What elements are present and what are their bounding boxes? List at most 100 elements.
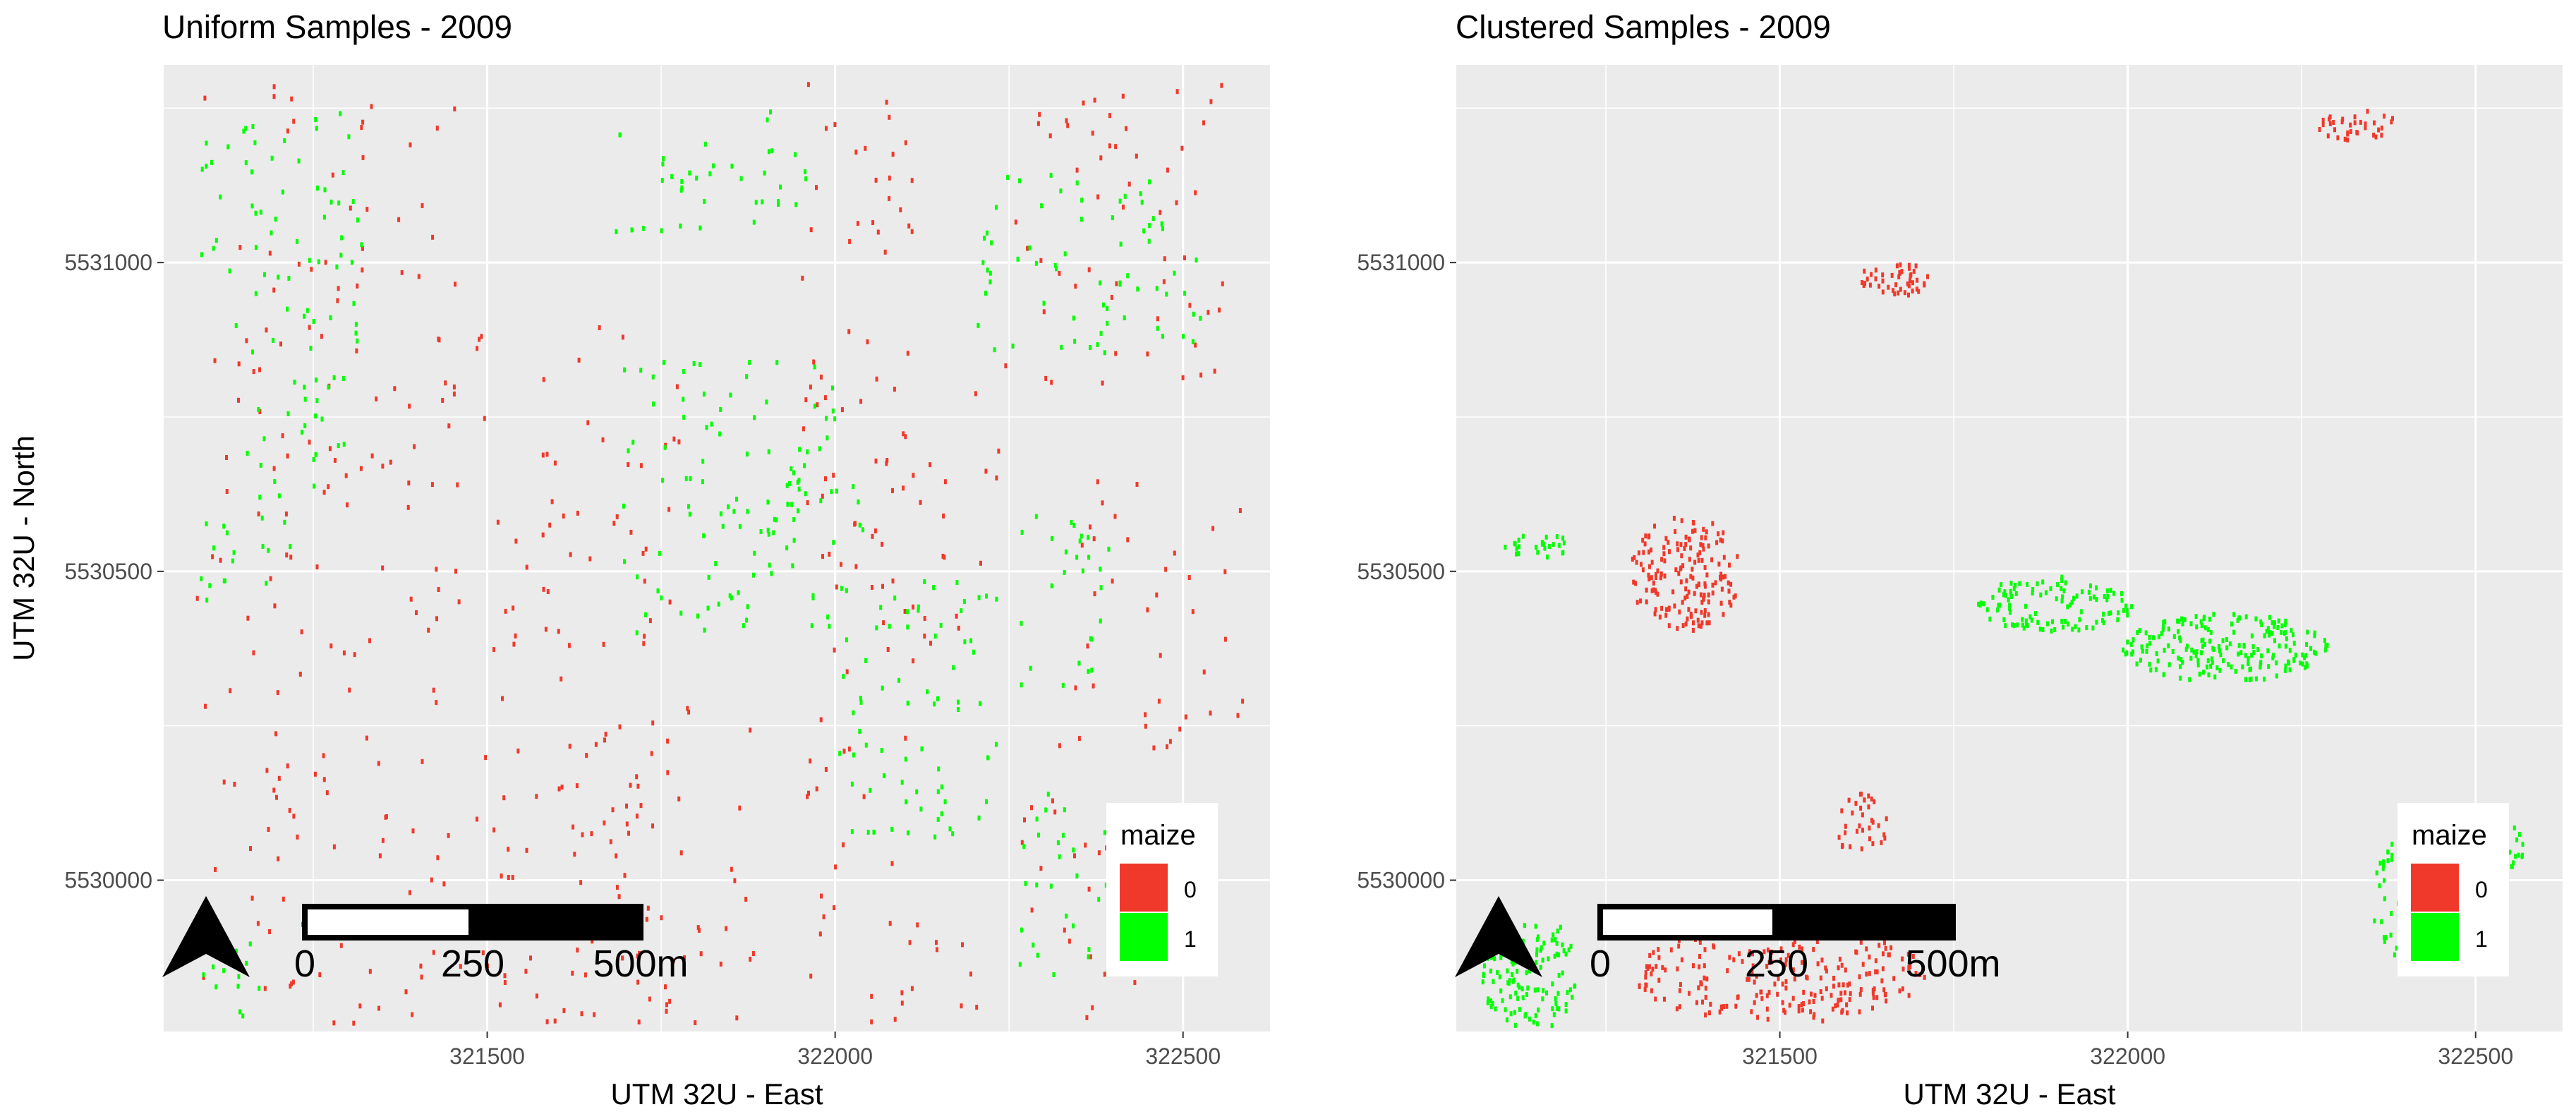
sample-point-class-0 (268, 929, 271, 934)
sample-point-class-0 (1087, 886, 1091, 892)
sample-point-class-1 (2109, 610, 2112, 616)
sample-point-class-1 (254, 210, 258, 216)
sample-point-class-0 (1113, 514, 1117, 519)
sample-point-class-0 (1647, 576, 1651, 582)
sample-point-class-0 (436, 855, 440, 861)
sample-point-class-0 (864, 145, 867, 151)
sample-point-class-0 (1036, 121, 1040, 126)
sample-point-class-0 (1868, 954, 1871, 960)
sample-point-class-0 (1691, 575, 1695, 581)
sample-point-class-1 (1053, 262, 1057, 268)
sample-point-class-0 (413, 444, 416, 449)
data-points (195, 82, 1245, 1026)
sample-point-class-0 (733, 878, 737, 883)
sample-point-class-1 (766, 117, 769, 123)
sample-point-class-0 (1657, 977, 1661, 983)
sample-point-class-1 (2304, 653, 2308, 658)
sample-point-class-1 (1481, 979, 1484, 985)
sample-point-class-0 (432, 950, 435, 955)
sample-point-class-1 (1554, 996, 1557, 1001)
sample-point-class-0 (441, 398, 445, 403)
sample-point-class-1 (2512, 825, 2516, 830)
sample-point-class-1 (250, 203, 254, 209)
sample-point-class-0 (1146, 351, 1149, 357)
sample-point-class-1 (1089, 345, 1092, 351)
sample-point-class-0 (1873, 799, 1876, 804)
sample-point-class-0 (910, 986, 914, 991)
sample-point-class-0 (1782, 1008, 1786, 1013)
sample-point-class-1 (2009, 610, 2012, 615)
sample-point-class-0 (1679, 579, 1683, 585)
sample-point-class-0 (908, 940, 912, 945)
sample-point-class-1 (317, 259, 320, 265)
sample-point-class-0 (806, 500, 809, 505)
sample-point-class-0 (546, 589, 550, 594)
sample-point-class-1 (2265, 629, 2268, 634)
sample-point-class-0 (290, 981, 294, 986)
sample-point-class-0 (687, 709, 691, 715)
sample-point-class-1 (2180, 616, 2184, 622)
sample-point-class-1 (1562, 540, 1566, 546)
sample-point-class-0 (1839, 991, 1843, 996)
sample-point-class-1 (2112, 591, 2116, 596)
sample-point-class-1 (850, 781, 854, 787)
sample-point-class-1 (1528, 1016, 1531, 1022)
sample-point-class-0 (344, 473, 348, 478)
sample-point-class-1 (1991, 595, 1995, 600)
sample-point-class-0 (919, 500, 922, 505)
sample-point-class-1 (2078, 617, 2081, 622)
sample-point-class-0 (1663, 996, 1666, 1002)
sample-point-class-0 (635, 774, 639, 780)
sample-point-class-0 (1194, 342, 1197, 348)
sample-point-class-0 (1663, 573, 1667, 579)
sample-point-class-0 (1144, 723, 1147, 729)
sample-point-class-0 (1844, 823, 1847, 829)
sample-point-class-1 (833, 416, 837, 422)
sample-point-class-0 (452, 391, 456, 397)
sample-point-class-1 (212, 545, 215, 551)
sample-point-class-0 (1676, 547, 1679, 552)
sample-point-class-0 (1223, 569, 1227, 574)
sample-point-class-0 (1692, 620, 1695, 626)
sample-point-class-1 (1078, 538, 1082, 544)
sample-point-class-1 (2198, 671, 2201, 677)
sample-point-class-0 (871, 585, 873, 590)
sample-point-class-0 (719, 961, 722, 967)
sample-point-class-1 (1555, 951, 1559, 957)
sample-point-class-0 (2366, 109, 2369, 114)
sample-point-class-0 (820, 893, 823, 899)
sample-point-class-0 (331, 172, 334, 178)
sample-point-class-1 (2008, 603, 2012, 608)
sample-point-class-1 (738, 524, 742, 529)
sample-point-class-0 (1680, 957, 1683, 962)
sample-point-class-1 (2167, 626, 2170, 631)
sample-point-class-1 (2271, 655, 2275, 660)
sample-point-class-0 (1096, 479, 1099, 485)
sample-point-class-1 (2002, 617, 2006, 622)
sample-point-class-1 (2136, 630, 2139, 636)
sample-point-class-0 (381, 565, 385, 571)
sample-point-class-1 (1521, 533, 1525, 539)
sample-point-class-0 (1103, 972, 1106, 977)
sample-point-class-0 (1720, 586, 1724, 592)
sample-point-class-1 (1016, 256, 1020, 262)
sample-point-class-1 (2305, 641, 2308, 647)
sample-point-class-1 (2326, 643, 2329, 648)
sample-point-class-0 (437, 587, 440, 592)
sample-point-class-1 (2012, 586, 2016, 591)
sample-point-class-1 (688, 512, 691, 517)
sample-point-class-1 (1059, 188, 1063, 194)
x-tick-label: 322500 (1145, 1044, 1221, 1069)
sample-point-class-0 (1802, 1001, 1805, 1006)
sample-point-class-0 (1877, 823, 1880, 828)
sample-point-class-0 (576, 510, 579, 516)
sample-point-class-0 (1895, 263, 1899, 269)
sample-point-class-1 (2515, 837, 2519, 842)
sample-point-class-0 (2353, 114, 2357, 120)
sample-point-class-0 (361, 119, 365, 125)
sample-point-class-0 (1766, 947, 1770, 952)
sample-point-class-0 (1643, 541, 1647, 547)
sample-point-class-0 (1883, 940, 1886, 945)
sample-point-class-0 (577, 357, 581, 363)
sample-point-class-0 (1918, 972, 1922, 977)
